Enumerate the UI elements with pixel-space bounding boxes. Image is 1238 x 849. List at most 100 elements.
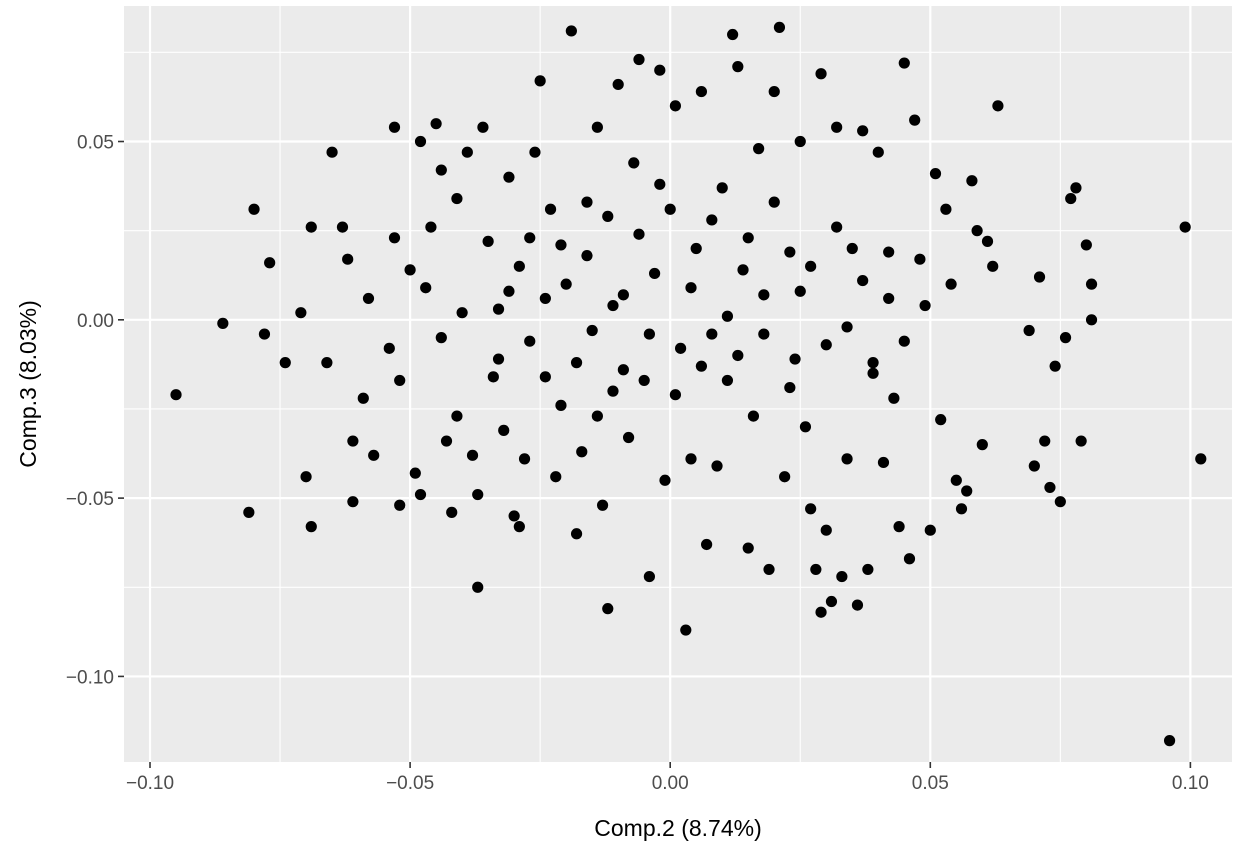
- data-point: [602, 210, 614, 222]
- data-point: [883, 292, 895, 305]
- data-point: [820, 339, 832, 351]
- data-point: [1075, 435, 1087, 447]
- data-point: [570, 528, 583, 540]
- data-point: [576, 446, 588, 458]
- data-point: [622, 431, 635, 444]
- data-point: [851, 599, 864, 611]
- data-point: [1163, 735, 1176, 747]
- data-point: [607, 299, 619, 312]
- data-point: [513, 260, 525, 272]
- data-point: [440, 435, 453, 447]
- data-point: [435, 332, 447, 344]
- data-point: [966, 175, 978, 187]
- data-points: [170, 21, 1207, 747]
- data-point: [898, 57, 910, 69]
- data-point: [607, 385, 619, 397]
- data-point: [654, 64, 666, 76]
- data-point: [368, 449, 380, 461]
- data-point: [555, 399, 567, 411]
- data-point: [628, 157, 640, 169]
- data-point: [680, 624, 692, 636]
- data-point: [836, 570, 848, 583]
- data-point: [596, 499, 609, 511]
- data-point: [508, 510, 520, 522]
- data-point: [1195, 453, 1207, 465]
- data-point: [872, 146, 884, 158]
- data-point: [721, 310, 734, 322]
- y-tick-label: −0.05: [66, 489, 114, 510]
- data-point: [815, 68, 827, 80]
- data-point: [414, 135, 427, 148]
- data-point: [482, 235, 494, 247]
- data-point: [747, 410, 760, 422]
- data-point: [461, 146, 473, 158]
- data-point: [170, 389, 182, 401]
- data-point: [857, 274, 869, 287]
- data-point: [477, 121, 489, 133]
- data-point: [732, 61, 744, 73]
- data-point: [893, 521, 905, 533]
- data-point: [825, 595, 838, 608]
- data-point: [258, 328, 271, 340]
- data-point: [347, 435, 359, 447]
- data-point: [643, 328, 655, 340]
- data-point: [435, 164, 447, 176]
- data-point: [883, 246, 895, 258]
- data-point: [1054, 496, 1066, 508]
- data-point: [867, 357, 879, 369]
- data-point: [784, 246, 796, 258]
- data-point: [924, 524, 936, 536]
- data-point: [414, 488, 427, 501]
- data-point: [758, 289, 770, 301]
- data-point: [383, 342, 395, 354]
- data-point: [295, 307, 307, 319]
- data-point: [831, 121, 843, 133]
- data-point: [841, 321, 853, 333]
- data-point: [727, 28, 739, 41]
- data-point: [591, 121, 603, 133]
- data-point: [929, 168, 942, 180]
- data-point: [976, 439, 988, 451]
- data-point: [602, 603, 614, 615]
- data-point: [732, 349, 744, 362]
- data-point: [581, 250, 593, 262]
- data-point: [695, 85, 708, 98]
- data-point: [794, 135, 806, 148]
- data-point: [446, 506, 458, 518]
- data-point: [451, 192, 463, 205]
- data-point: [388, 232, 401, 244]
- data-point: [336, 221, 349, 233]
- data-point: [971, 225, 983, 237]
- data-point: [524, 335, 536, 347]
- data-point: [586, 324, 598, 337]
- data-point: [420, 282, 432, 294]
- data-point: [1179, 221, 1191, 233]
- data-point: [1023, 324, 1035, 337]
- data-point: [1049, 360, 1061, 372]
- data-point: [357, 392, 369, 404]
- data-point: [1065, 192, 1077, 205]
- data-point: [633, 228, 645, 240]
- data-point: [503, 171, 515, 183]
- data-point: [633, 53, 645, 66]
- plot-panel: [124, 6, 1232, 762]
- data-point: [487, 371, 499, 383]
- x-tick-label: −0.05: [386, 773, 434, 794]
- data-point: [544, 203, 557, 215]
- data-point: [326, 146, 338, 158]
- data-point: [721, 374, 734, 387]
- data-point: [914, 253, 926, 265]
- data-point: [404, 264, 416, 276]
- data-point: [342, 253, 354, 265]
- data-point: [581, 196, 593, 208]
- data-point: [742, 542, 754, 554]
- data-point: [737, 264, 749, 276]
- data-point: [898, 335, 910, 347]
- major-gridlines: [124, 6, 1232, 762]
- data-point: [591, 410, 603, 422]
- data-point: [617, 364, 629, 376]
- data-point: [529, 146, 541, 158]
- data-point: [560, 278, 572, 290]
- data-point: [648, 267, 661, 280]
- data-point: [773, 21, 786, 33]
